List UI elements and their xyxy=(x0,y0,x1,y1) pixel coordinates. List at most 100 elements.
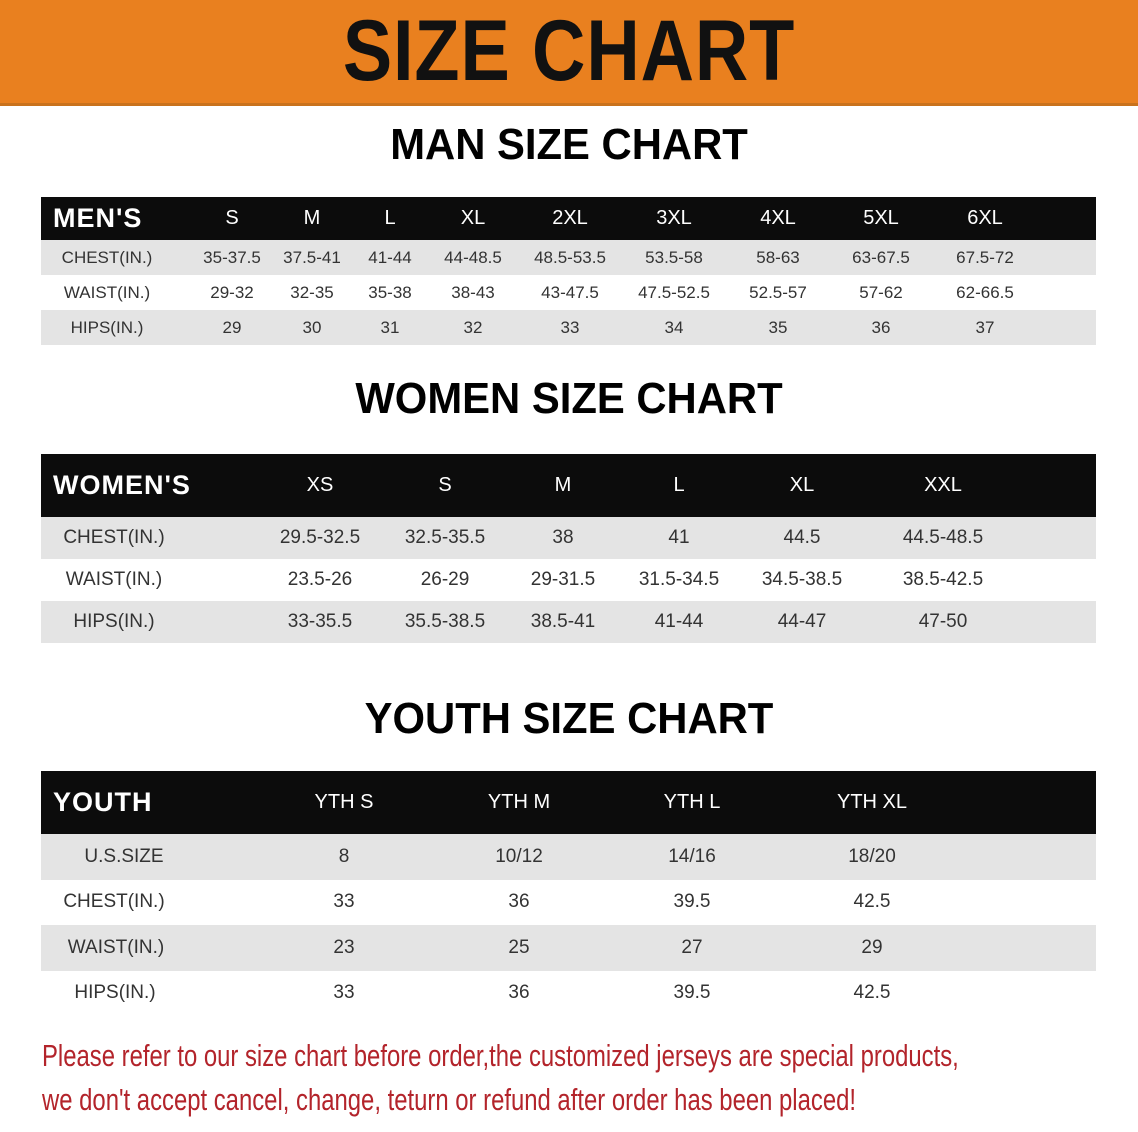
table-cell: 53.5-58 xyxy=(645,247,703,267)
table-cell: 62-66.5 xyxy=(956,282,1014,302)
table-cell: 35.5-38.5 xyxy=(404,611,486,632)
table-cell: 44-48.5 xyxy=(444,247,502,267)
youth-size-table: YOUTH YTH S YTH M YTH L YTH XL U.S.SIZE 8 10/12… xyxy=(41,771,1096,1016)
size-column-header: 5XL xyxy=(863,207,899,229)
table-cell: 42.5 xyxy=(853,982,891,1004)
men-size-table: MEN'S S M L XL 2XL 3XL 4XL 5XL 6XL CHEST(IN.) 35-37… xyxy=(41,197,1096,345)
table-cell: 35-38 xyxy=(368,282,412,302)
table-cell: 41-44 xyxy=(368,247,412,267)
table-cell: 57-62 xyxy=(859,282,903,302)
table-cell: 37 xyxy=(975,317,995,337)
measurement-label: HIPS(IN.) xyxy=(70,317,144,337)
size-column-header: M xyxy=(303,207,321,229)
size-column-header: XXL xyxy=(924,474,962,496)
table-row: WAIST(IN.) 29-32 32-35 35-38 38-43 43-47.5 47.… xyxy=(41,275,1096,310)
table-cell: 8 xyxy=(338,845,350,867)
table-cell: 63-67.5 xyxy=(852,247,910,267)
table-cell: 67.5-72 xyxy=(956,247,1014,267)
table-cell: 27 xyxy=(681,936,703,958)
measurement-label: WAIST(IN.) xyxy=(67,936,165,958)
table-cell: 36 xyxy=(508,982,530,1004)
table-cell: 43-47.5 xyxy=(541,282,599,302)
measurement-label: CHEST(IN.) xyxy=(63,891,165,913)
table-cell: 36 xyxy=(508,891,530,913)
youth-section-title: YOUTH SIZE CHART xyxy=(364,694,774,743)
banner-title: SIZE CHART xyxy=(342,3,796,99)
table-category-header: WOMEN'S xyxy=(53,470,191,500)
table-cell: 33 xyxy=(560,317,580,337)
table-cell: 38.5-42.5 xyxy=(902,569,984,590)
table-row: WAIST(IN.) 23.5-26 26-29 29-31.5 31.5-34.5 34… xyxy=(41,559,1096,601)
table-cell: 29-32 xyxy=(210,282,254,302)
table-row: CHEST(IN.) 35-37.5 37.5-41 41-44 44-48.5 48.5… xyxy=(41,240,1096,275)
table-cell: 47-50 xyxy=(918,611,968,632)
table-cell: 33 xyxy=(333,891,355,913)
table-cell: 26-29 xyxy=(420,569,470,590)
table-cell: 30 xyxy=(302,317,322,337)
size-column-header: YTH M xyxy=(487,791,551,813)
size-column-header: 3XL xyxy=(656,207,692,229)
table-cell: 32-35 xyxy=(290,282,334,302)
size-column-header: L xyxy=(384,207,396,229)
table-cell: 34.5-38.5 xyxy=(761,569,843,590)
order-notice-line-2: we don't accept cancel, change, teturn o… xyxy=(42,1082,857,1117)
table-cell: 38.5-41 xyxy=(530,611,596,632)
size-column-header: 6XL xyxy=(967,207,1003,229)
table-cell: 41-44 xyxy=(654,611,704,632)
table-cell: 32.5-35.5 xyxy=(404,527,486,548)
table-cell: 58-63 xyxy=(756,247,800,267)
size-chart-banner: SIZE CHART xyxy=(0,0,1138,106)
table-cell: 14/16 xyxy=(668,845,716,867)
table-cell: 33-35.5 xyxy=(287,611,353,632)
table-cell: 31.5-34.5 xyxy=(638,569,720,590)
table-row: HIPS(IN.) 33 36 39.5 42.5 xyxy=(41,970,1096,1016)
table-row: CHEST(IN.) 29.5-32.5 32.5-35.5 38 41 44.5 44.5… xyxy=(41,517,1096,559)
size-column-header: XL xyxy=(789,474,815,496)
size-column-header: 2XL xyxy=(552,207,588,229)
table-row: WAIST(IN.) 23 25 27 29 xyxy=(41,925,1096,971)
table-row: U.S.SIZE 8 10/12 14/16 18/20 xyxy=(41,834,1096,880)
table-cell: 35 xyxy=(768,317,788,337)
table-cell: 23.5-26 xyxy=(287,569,353,590)
size-column-header: XS xyxy=(306,474,334,496)
order-notice-line-1: Please refer to our size chart before or… xyxy=(42,1038,959,1073)
table-cell: 18/20 xyxy=(848,845,896,867)
table-cell: 52.5-57 xyxy=(749,282,807,302)
table-cell: 41 xyxy=(668,527,690,548)
size-column-header: S xyxy=(225,207,239,229)
men-section-title: MAN SIZE CHART xyxy=(390,120,748,169)
table-cell: 38-43 xyxy=(451,282,495,302)
measurement-label: U.S.SIZE xyxy=(84,845,164,867)
table-row: HIPS(IN.) 33-35.5 35.5-38.5 38.5-41 41-44 44-… xyxy=(41,601,1096,643)
measurement-label: CHEST(IN.) xyxy=(63,527,165,548)
measurement-label: WAIST(IN.) xyxy=(65,569,163,590)
table-cell: 10/12 xyxy=(495,845,543,867)
table-cell: 36 xyxy=(871,317,891,337)
measurement-label: WAIST(IN.) xyxy=(63,282,151,302)
table-cell: 38 xyxy=(552,527,574,548)
table-cell: 33 xyxy=(333,982,355,1004)
table-cell: 47.5-52.5 xyxy=(638,282,710,302)
table-header-row: WOMEN'S XS S M L XL XXL xyxy=(41,454,1096,517)
size-column-header: YTH S xyxy=(314,791,374,813)
table-cell: 44-47 xyxy=(777,611,827,632)
table-cell: 31 xyxy=(380,317,400,337)
table-cell: 34 xyxy=(664,317,684,337)
table-cell: 44.5 xyxy=(783,527,821,548)
size-column-header: L xyxy=(673,474,685,496)
table-category-header: YOUTH xyxy=(53,787,153,817)
size-column-header: YTH XL xyxy=(836,791,908,813)
table-cell: 32 xyxy=(463,317,483,337)
table-cell: 29-31.5 xyxy=(530,569,596,590)
size-column-header: S xyxy=(438,474,452,496)
measurement-label: HIPS(IN.) xyxy=(73,611,155,632)
table-cell: 42.5 xyxy=(853,891,891,913)
table-cell: 29 xyxy=(861,936,883,958)
table-cell: 29.5-32.5 xyxy=(279,527,361,548)
table-cell: 48.5-53.5 xyxy=(534,247,606,267)
table-cell: 29 xyxy=(222,317,242,337)
table-cell: 35-37.5 xyxy=(203,247,261,267)
table-cell: 44.5-48.5 xyxy=(902,527,984,548)
measurement-label: HIPS(IN.) xyxy=(74,982,156,1004)
size-column-header: 4XL xyxy=(760,207,796,229)
